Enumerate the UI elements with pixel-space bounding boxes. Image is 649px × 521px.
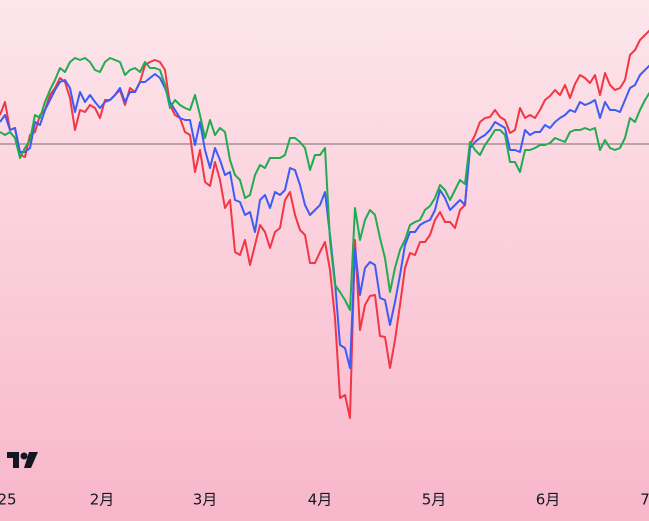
x-tick-label: 6月 bbox=[536, 491, 561, 509]
x-tick-label: 7 bbox=[640, 491, 649, 509]
x-tick-label: 3月 bbox=[193, 491, 218, 509]
x-tick-label: 4月 bbox=[308, 491, 333, 509]
plot-area: 25 2月 3月 4月 5月 6月 7 bbox=[0, 29, 649, 509]
series-line bbox=[0, 64, 649, 369]
tradingview-logo bbox=[7, 452, 38, 468]
x-tick-label: 25 bbox=[0, 491, 17, 509]
x-tick-label: 5月 bbox=[422, 491, 447, 509]
x-tick-label: 2月 bbox=[90, 491, 115, 509]
series-line bbox=[0, 57, 649, 311]
